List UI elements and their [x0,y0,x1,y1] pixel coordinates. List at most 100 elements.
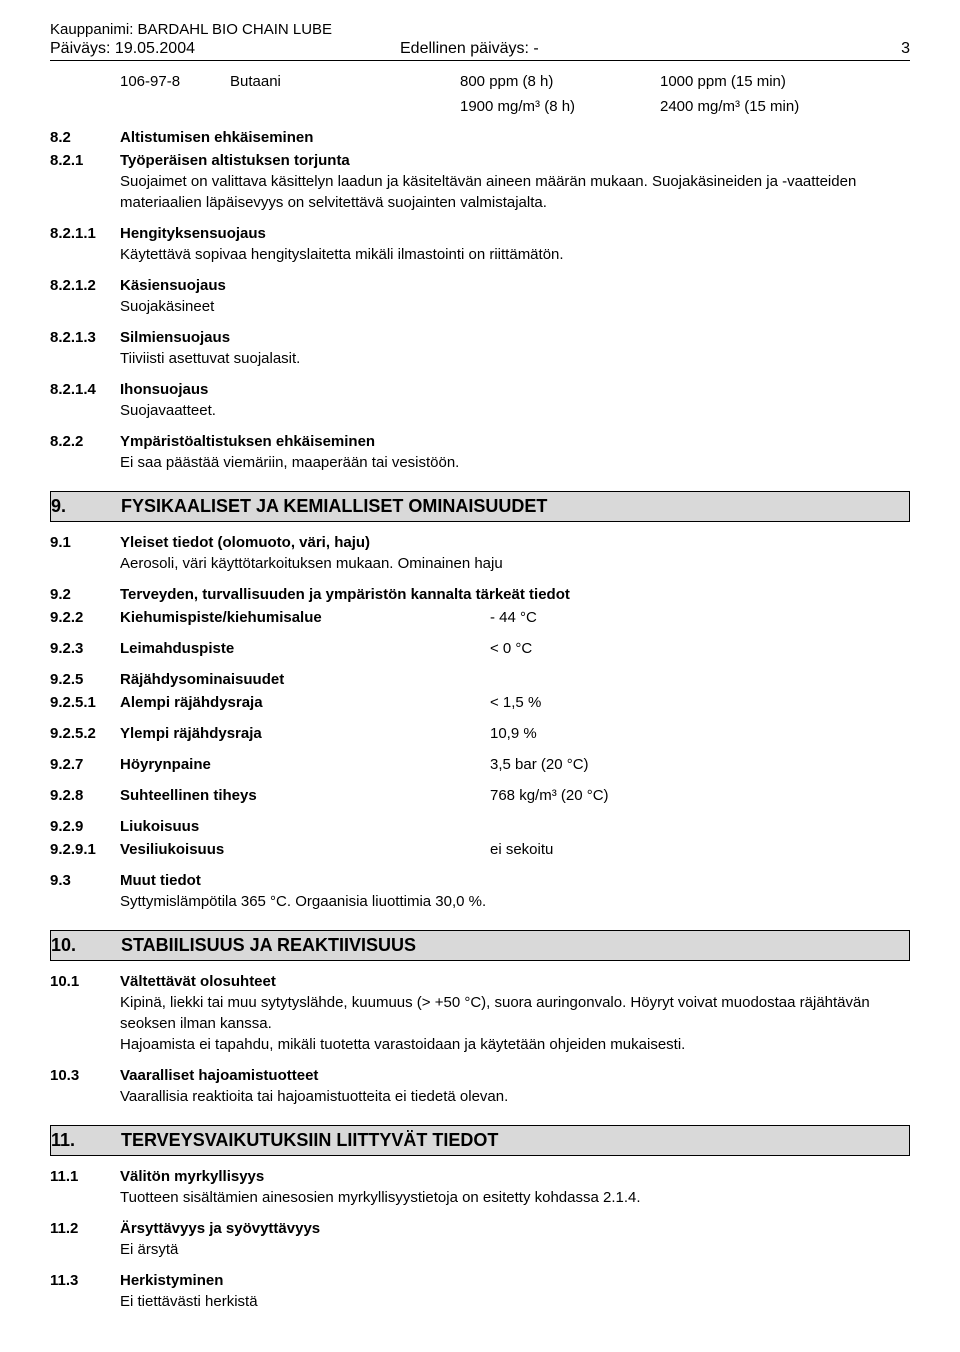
num-11-3: 11.3 [50,1270,120,1291]
title-8-2-1-4: Ihonsuojaus [120,379,910,400]
body-11-3: Ei tiettävästi herkistä [120,1291,910,1312]
value-9-2-9-1: ei sekoitu [490,839,910,860]
title-10-1: Vältettävät olosuhteet [120,971,910,992]
num-9-2-2: 9.2.2 [50,607,120,628]
body-9-3: Syttymislämpötila 365 °C. Orgaanisia liu… [120,891,910,912]
title-9-2-8: Suhteellinen tiheys [120,785,490,806]
body-8-2-1-2: Suojakäsineet [120,296,910,317]
title-8-2-1-2: Käsiensuojaus [120,275,910,296]
num-8-2-1-2: 8.2.1.2 [50,275,120,296]
body-11-1: Tuotteen sisältämien ainesosien myrkylli… [120,1187,910,1208]
header-dates-row: Päiväys: 19.05.2004 Edellinen päiväys: -… [50,40,910,58]
row-10-3: 10.3 Vaaralliset hajoamistuotteet [50,1065,910,1086]
title-9-1: Yleiset tiedot (olomuoto, väri, haju) [120,532,910,553]
title-9-2-5-2: Ylempi räjähdysraja [120,723,490,744]
num-11-1: 11.1 [50,1166,120,1187]
title-9-2-9-1: Vesiliukoisuus [120,839,490,860]
value-9-2-5-2: 10,9 % [490,723,910,744]
limit-15min-mgm3: 2400 mg/m³ (15 min) [660,96,910,117]
title-8-2-1-1: Hengityksensuojaus [120,223,910,244]
row-9-1: 9.1 Yleiset tiedot (olomuoto, väri, haju… [50,532,910,553]
body-8-2-1: Suojaimet on valittava käsittelyn laadun… [120,171,910,213]
header-product: Kauppanimi: BARDAHL BIO CHAIN LUBE [50,20,910,40]
title-8-2-1-3: Silmiensuojaus [120,327,910,348]
body-8-2-1-4: Suojavaatteet. [120,400,910,421]
limit-15min-ppm: 1000 ppm (15 min) [660,71,910,92]
num-8-2-1-3: 8.2.1.3 [50,327,120,348]
row-9-2-9: 9.2.9 Liukoisuus [50,816,910,837]
row-8-2-1: 8.2.1 Työperäisen altistuksen torjunta [50,150,910,171]
num-8-2-2: 8.2.2 [50,431,120,452]
value-9-2-2: - 44 °C [490,607,910,628]
row-8-2: 8.2 Altistumisen ehkäiseminen [50,127,910,148]
row-9-2-2: 9.2.2 Kiehumispiste/kiehumisalue - 44 °C [50,607,910,628]
row-9-2-5-2: 9.2.5.2 Ylempi räjähdysraja 10,9 % [50,723,910,744]
title-8-2: Altistumisen ehkäiseminen [120,127,910,148]
row-8-2-1-1: 8.2.1.1 Hengityksensuojaus [50,223,910,244]
title-9-2-2: Kiehumispiste/kiehumisalue [120,607,490,628]
limit-8h-ppm: 800 ppm (8 h) [460,71,660,92]
substance-row-1: 106-97-8 Butaani 800 ppm (8 h) 1000 ppm … [120,71,910,92]
num-9-2-3: 9.2.3 [50,638,120,659]
row-8-2-1-4: 8.2.1.4 Ihonsuojaus [50,379,910,400]
num-9-1: 9.1 [50,532,120,553]
num-9-2-7: 9.2.7 [50,754,120,775]
body-8-2-1-3: Tiiviisti asettuvat suojalasit. [120,348,910,369]
row-9-3: 9.3 Muut tiedot [50,870,910,891]
body-9-1: Aerosoli, väri käyttötarkoituksen mukaan… [120,553,910,574]
body-10-1b: Hajoamista ei tapahdu, mikäli tuotetta v… [120,1034,910,1055]
title-9-2-3: Leimahduspiste [120,638,490,659]
num-8-2: 8.2 [50,127,120,148]
section-10-header: 10. STABIILISUUS JA REAKTIIVISUUS [50,930,910,961]
section-11-num: 11. [51,1130,121,1151]
row-8-2-1-2: 8.2.1.2 Käsiensuojaus [50,275,910,296]
header-rule [50,60,910,61]
row-9-2: 9.2 Terveyden, turvallisuuden ja ympäris… [50,584,910,605]
title-9-3: Muut tiedot [120,870,910,891]
title-9-2-5-1: Alempi räjähdysraja [120,692,490,713]
substance-row-2: 1900 mg/m³ (8 h) 2400 mg/m³ (15 min) [120,96,910,117]
title-8-2-2: Ympäristöaltistuksen ehkäiseminen [120,431,910,452]
num-10-1: 10.1 [50,971,120,992]
section-10-num: 10. [51,935,121,956]
num-9-2-8: 9.2.8 [50,785,120,806]
title-8-2-1: Työperäisen altistuksen torjunta [120,150,910,171]
cas-number: 106-97-8 [120,71,230,92]
title-11-2: Ärsyttävyys ja syövyttävyys [120,1218,910,1239]
row-11-3: 11.3 Herkistyminen [50,1270,910,1291]
row-8-2-1-3: 8.2.1.3 Silmiensuojaus [50,327,910,348]
row-8-2-2: 8.2.2 Ympäristöaltistuksen ehkäiseminen [50,431,910,452]
section-11-header: 11. TERVEYSVAIKUTUKSIIN LIITTYVÄT TIEDOT [50,1125,910,1156]
value-9-2-8: 768 kg/m³ (20 °C) [490,785,910,806]
row-10-1: 10.1 Vältettävät olosuhteet [50,971,910,992]
num-9-2-5: 9.2.5 [50,669,120,690]
row-9-2-5-1: 9.2.5.1 Alempi räjähdysraja < 1,5 % [50,692,910,713]
row-9-2-9-1: 9.2.9.1 Vesiliukoisuus ei sekoitu [50,839,910,860]
num-9-2-5-1: 9.2.5.1 [50,692,120,713]
title-9-2-5: Räjähdysominaisuudet [120,669,910,690]
row-9-2-7: 9.2.7 Höyrynpaine 3,5 bar (20 °C) [50,754,910,775]
section-11-title: TERVEYSVAIKUTUKSIIN LIITTYVÄT TIEDOT [121,1130,909,1151]
body-8-2-1-1: Käytettävä sopivaa hengityslaitetta mikä… [120,244,910,265]
row-9-2-5: 9.2.5 Räjähdysominaisuudet [50,669,910,690]
body-11-2: Ei ärsytä [120,1239,910,1260]
title-11-3: Herkistyminen [120,1270,910,1291]
row-11-1: 11.1 Välitön myrkyllisyys [50,1166,910,1187]
title-9-2: Terveyden, turvallisuuden ja ympäristön … [120,584,910,605]
num-9-2-9-1: 9.2.9.1 [50,839,120,860]
section-9-num: 9. [51,496,121,517]
value-9-2-7: 3,5 bar (20 °C) [490,754,910,775]
header-prev-date: Edellinen päiväys: - [400,40,890,58]
num-9-2: 9.2 [50,584,120,605]
num-9-2-5-2: 9.2.5.2 [50,723,120,744]
body-8-2-2: Ei saa päästää viemäriin, maaperään tai … [120,452,910,473]
num-8-2-1-4: 8.2.1.4 [50,379,120,400]
header-page-number: 3 [890,40,910,58]
num-11-2: 11.2 [50,1218,120,1239]
title-11-1: Välitön myrkyllisyys [120,1166,910,1187]
num-9-3: 9.3 [50,870,120,891]
section-10-title: STABIILISUUS JA REAKTIIVISUUS [121,935,909,956]
document-page: Kauppanimi: BARDAHL BIO CHAIN LUBE Päivä… [0,0,960,1352]
value-9-2-3: < 0 °C [490,638,910,659]
title-9-2-7: Höyrynpaine [120,754,490,775]
